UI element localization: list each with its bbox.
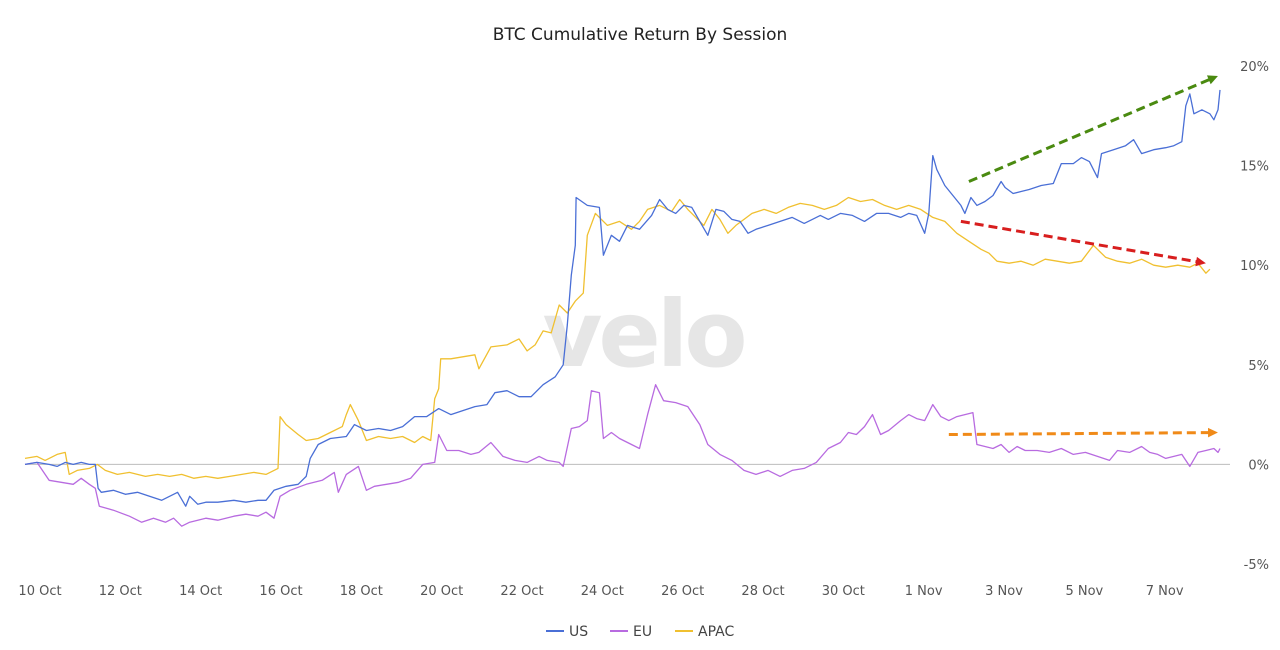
x-tick-label: 20 Oct xyxy=(420,584,463,599)
x-tick-label: 30 Oct xyxy=(822,584,865,599)
x-tick-label: 7 Nov xyxy=(1146,584,1184,599)
y-tick-label: 5% xyxy=(1248,359,1269,374)
x-tick-label: 16 Oct xyxy=(259,584,302,599)
annotation-layer xyxy=(948,75,1218,438)
trend-arrow-head xyxy=(1208,427,1218,438)
trend-arrow-line xyxy=(960,219,1198,264)
x-tick-label: 18 Oct xyxy=(340,584,383,599)
x-tick-label: 26 Oct xyxy=(661,584,704,599)
series-line-us xyxy=(24,89,1221,507)
y-tick-label: 0% xyxy=(1248,458,1269,473)
x-axis: 10 Oct 12 Oct 14 Oct 16 Oct 18 Oct 20 Oct 22 O… xyxy=(18,584,1183,599)
x-tick-label: 12 Oct xyxy=(99,584,142,599)
legend-label-us: US xyxy=(569,624,588,640)
series-line-eu xyxy=(24,384,1221,527)
series-line-apac xyxy=(24,196,1211,479)
trend-arrow-line xyxy=(948,431,1209,437)
trend-arrow-line xyxy=(968,78,1211,183)
watermark: velo xyxy=(542,281,744,388)
legend-item-us[interactable]: US xyxy=(546,624,588,640)
x-tick-label: 1 Nov xyxy=(905,584,943,599)
legend-item-eu[interactable]: EU xyxy=(610,624,652,640)
legend-label-apac: APAC xyxy=(698,624,734,640)
chart-title: BTC Cumulative Return By Session xyxy=(493,25,788,45)
trend-arrow-head xyxy=(1206,75,1218,85)
y-tick-label: 20% xyxy=(1240,60,1269,75)
y-tick-label: 10% xyxy=(1240,259,1269,274)
legend-label-eu: EU xyxy=(633,624,652,640)
y-tick-label: 15% xyxy=(1240,160,1269,175)
x-tick-label: 22 Oct xyxy=(500,584,543,599)
x-tick-label: 14 Oct xyxy=(179,584,222,599)
legend: US EU APAC xyxy=(546,624,734,640)
y-tick-label: -5% xyxy=(1244,558,1269,573)
trend-arrow-head xyxy=(1195,256,1206,267)
x-tick-label: 24 Oct xyxy=(581,584,624,599)
series-layer xyxy=(24,89,1221,527)
x-tick-label: 5 Nov xyxy=(1065,584,1103,599)
x-tick-label: 28 Oct xyxy=(741,584,784,599)
x-tick-label: 3 Nov xyxy=(985,584,1023,599)
legend-item-apac[interactable]: APAC xyxy=(675,624,734,640)
x-tick-label: 10 Oct xyxy=(18,584,61,599)
y-axis: 20% 15% 10% 5% 0% -5% xyxy=(1240,60,1269,573)
